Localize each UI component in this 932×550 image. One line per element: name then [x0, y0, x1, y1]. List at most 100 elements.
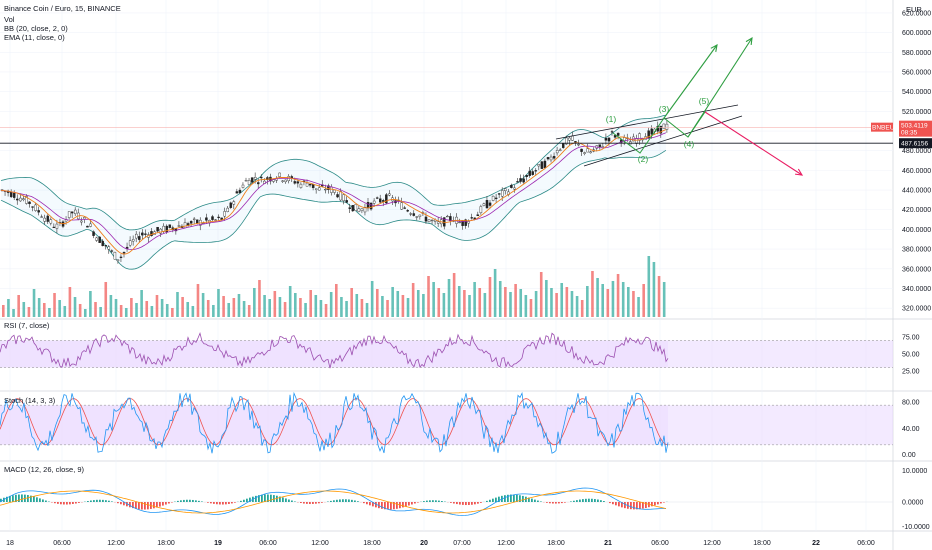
macd-hist-bar	[57, 502, 59, 504]
candle-body	[342, 194, 345, 202]
macd-hist-bar	[633, 502, 635, 510]
macd-hist-bar	[171, 502, 173, 503]
macd-hist-bar	[315, 502, 317, 504]
hline-badge-text: 487.6156	[901, 141, 928, 148]
candle-body	[211, 216, 214, 220]
volume-bar	[335, 284, 338, 317]
volume-bar	[181, 297, 184, 317]
volume-bar	[222, 296, 225, 317]
macd-hist-bar	[408, 502, 410, 506]
candle-body	[537, 164, 541, 167]
volume-bar	[263, 295, 266, 317]
time-tick-label: 06:00	[857, 540, 875, 547]
macd-hist-bar	[42, 499, 44, 502]
macd-hist-bar	[141, 502, 143, 510]
macd-signal-line	[0, 490, 667, 514]
stoch-label[interactable]: Stoch (14, 3, 3)	[4, 396, 56, 405]
macd-hist-bar	[603, 501, 605, 502]
candle-body	[16, 198, 19, 201]
candle-body	[650, 128, 653, 135]
volume-bar	[524, 295, 528, 317]
macd-hist-bar	[21, 494, 23, 502]
channel-upper	[555, 104, 739, 140]
volume-bar	[529, 299, 533, 317]
volume-bar	[493, 269, 497, 317]
bb-legend[interactable]: BB (20, close, 2, 0)	[4, 24, 68, 33]
rsi-label[interactable]: RSI (7, close)	[4, 321, 50, 330]
macd-hist-bar	[498, 496, 500, 502]
macd-hist-bar	[33, 496, 35, 502]
candle-body	[409, 213, 413, 215]
candle-body	[601, 146, 605, 148]
time-tick-label: 18:00	[363, 540, 381, 547]
macd-hist-bar	[27, 495, 29, 502]
macd-hist-bar	[549, 502, 551, 504]
macd-label[interactable]: MACD (12, 26, close, 9)	[4, 465, 85, 474]
macd-hist-bar	[183, 499, 185, 502]
wave-label: (4)	[684, 139, 695, 149]
volume-bar	[273, 291, 277, 317]
macd-hist-bar	[387, 502, 389, 510]
volume-bar	[340, 297, 343, 317]
stoch-band-ext	[668, 405, 893, 445]
candle-body	[430, 219, 434, 222]
volume-bar	[124, 308, 128, 317]
macd-hist-bar	[435, 500, 437, 502]
volume-bar	[565, 287, 569, 317]
candle-body	[119, 256, 123, 258]
volume-bar	[68, 287, 72, 317]
volume-bar	[632, 291, 635, 317]
volume-bar	[17, 295, 20, 317]
volume-bar	[63, 306, 67, 317]
candle-body	[19, 197, 22, 202]
macd-hist-bar	[222, 502, 224, 505]
macd-hist-bar	[309, 502, 311, 505]
candle-body	[278, 172, 281, 177]
volume-bar	[99, 307, 102, 317]
macd-hist-bar	[180, 500, 182, 502]
candle-body	[107, 246, 111, 250]
candle-body	[110, 250, 114, 252]
macd-hist-bar	[291, 500, 293, 502]
stoch-tick-label: 80.00	[902, 399, 920, 406]
macd-hist-bar	[510, 494, 512, 502]
time-axis[interactable]: 18 06:00 12:00 18:00 19 06:00 12:00 18:00 20 07:0…	[6, 540, 875, 547]
candle-body	[40, 216, 43, 218]
volume-bar	[360, 299, 364, 317]
volume-bar	[550, 288, 553, 317]
volume-bar	[53, 293, 56, 317]
macd-hist-bar	[216, 502, 218, 505]
candle-body	[522, 178, 525, 183]
candle-body	[616, 132, 620, 136]
candle-body	[138, 236, 141, 240]
volume-legend[interactable]: Vol	[4, 15, 15, 24]
candle-body	[659, 125, 663, 134]
symbol-title[interactable]: Binance Coin / Euro, 15, BINANCE	[4, 4, 121, 13]
volume-bar	[12, 309, 15, 317]
ema-legend[interactable]: EMA (11, close, 0)	[4, 33, 65, 42]
volume-bar	[606, 289, 610, 317]
volume-bar	[294, 293, 297, 317]
candle-body	[141, 232, 144, 236]
macd-hist-bar	[249, 497, 251, 502]
volume-bar	[586, 286, 589, 317]
trend-drawings[interactable]: (1) (2) (3) (4) (5)	[0, 36, 893, 176]
volume-bar	[442, 293, 446, 317]
volume-bar	[483, 293, 487, 317]
candle-body	[156, 226, 159, 232]
volume-bar	[519, 289, 523, 317]
candle-body	[73, 209, 77, 214]
candle-body	[92, 231, 95, 236]
sma-line	[0, 132, 667, 251]
candle-body	[613, 135, 617, 138]
candle-body	[382, 200, 385, 202]
price-axis[interactable]: 620.0000 600.0000 580.0000 560.0000 540.0000…	[902, 10, 931, 531]
macd-hist-bar	[66, 502, 68, 505]
macd-hist-bar	[213, 502, 215, 504]
candle-body	[543, 160, 547, 168]
macd-hist-bar	[348, 499, 350, 502]
candle-body	[159, 228, 162, 234]
rsi-line	[0, 332, 669, 369]
macd-hist-bar	[396, 502, 398, 509]
